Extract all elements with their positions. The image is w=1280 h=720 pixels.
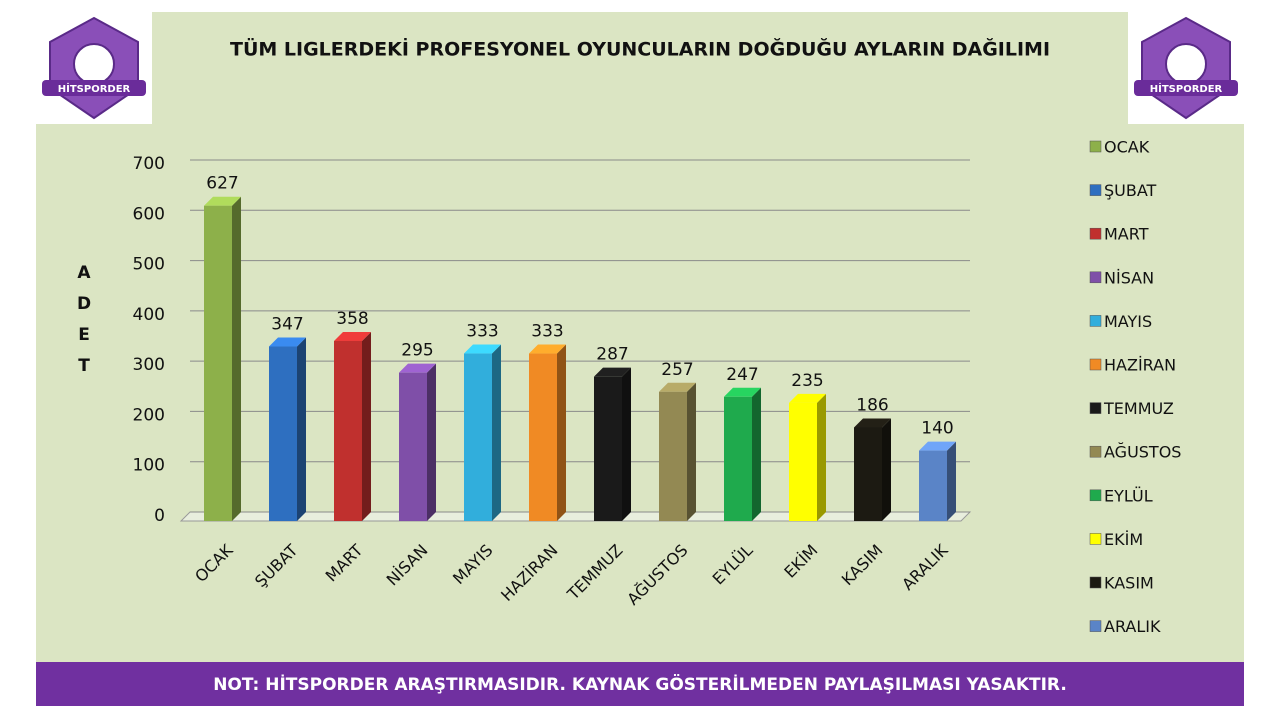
bar-side (882, 418, 891, 521)
y-tick-label: 300 (133, 355, 165, 375)
legend-label: EYLÜL (1104, 486, 1153, 505)
bar (334, 340, 362, 521)
legend-swatch (1089, 620, 1102, 632)
y-tick-label: 200 (133, 405, 165, 425)
data-label: 287 (596, 345, 628, 365)
y-tick-label: 100 (133, 456, 165, 476)
bar-side (427, 363, 436, 521)
legend-swatch (1089, 271, 1102, 284)
data-label: 257 (661, 360, 693, 380)
legend-swatch (1089, 184, 1102, 196)
y-tick-label: 400 (133, 305, 165, 325)
data-label: 333 (531, 322, 563, 342)
data-label: 186 (856, 395, 888, 415)
data-label: 295 (401, 341, 433, 361)
bar-top (789, 393, 826, 403)
bar-top (594, 367, 631, 377)
y-tick-label: 500 (133, 255, 165, 275)
bar-side (622, 367, 631, 521)
y-tick-label: 600 (133, 204, 165, 224)
bar (594, 376, 622, 521)
bar (464, 353, 492, 521)
legend-label: MAYIS (1104, 312, 1152, 331)
legend-swatch (1089, 445, 1102, 458)
bar-side (557, 344, 566, 521)
data-label: 627 (206, 174, 238, 194)
bar-top (269, 337, 306, 347)
bar-top (659, 382, 696, 392)
bar-top (854, 418, 891, 428)
bar-top (919, 441, 956, 451)
data-label: 358 (336, 309, 368, 329)
legend-label: OCAK (1104, 138, 1150, 157)
bar-side (297, 337, 306, 521)
bar-top (724, 387, 761, 397)
legend-swatch (1089, 576, 1102, 589)
bar-side (492, 344, 501, 521)
legend-swatch (1089, 227, 1102, 240)
legend-label: EKİM (1104, 530, 1143, 549)
bar-top (204, 196, 241, 206)
bar-side (362, 331, 371, 521)
logo-text: HİTSPORDER (58, 81, 131, 95)
y-axis-label: ADET (77, 263, 92, 376)
footer-note: NOT: HİTSPORDER ARAŞTIRMASIDIR. KAYNAK G… (213, 673, 1067, 695)
legend-swatch (1089, 489, 1102, 502)
legend-label: KASIM (1104, 574, 1154, 593)
bar-top (399, 363, 436, 373)
legend-label: ARALIK (1104, 617, 1161, 636)
bar-top (529, 344, 566, 354)
data-label: 347 (271, 315, 303, 335)
bar (399, 372, 427, 521)
logo-text: HİTSPORDER (1150, 81, 1223, 95)
legend-label: MART (1104, 225, 1149, 244)
legend-label: HAZİRAN (1104, 356, 1176, 375)
bar (204, 205, 232, 522)
bar (529, 353, 557, 521)
bar-top (464, 344, 501, 354)
bar-side (687, 382, 696, 521)
legend-swatch (1089, 402, 1102, 414)
bar (724, 396, 752, 521)
logo: HİTSPORDER (42, 16, 146, 120)
legend-label: NİSAN (1104, 268, 1154, 287)
bar (269, 346, 297, 521)
legend-swatch (1089, 533, 1102, 545)
data-label: 333 (466, 322, 498, 342)
legend-label: AĞUSTOS (1104, 443, 1181, 462)
y-tick-label: 0 (154, 506, 165, 526)
legend-swatch (1089, 315, 1102, 327)
bar (854, 427, 882, 521)
y-tick-label: 700 (133, 154, 165, 174)
data-label: 235 (791, 371, 823, 391)
bar (659, 391, 687, 521)
bar-side (232, 196, 241, 522)
legend-label: ŞUBAT (1104, 181, 1157, 200)
legend-swatch (1089, 140, 1102, 153)
bar (789, 402, 817, 521)
bar-top (334, 331, 371, 341)
bar-side (817, 393, 826, 521)
chart-title: TÜM LIGLERDEKİ PROFESYONEL OYUNCULARIN D… (230, 37, 1050, 61)
logo: HİTSPORDER (1134, 16, 1238, 120)
data-label: 140 (921, 419, 953, 439)
legend-label: TEMMUZ (1103, 399, 1174, 418)
bar-side (947, 441, 956, 521)
bar-side (752, 387, 761, 521)
data-label: 247 (726, 365, 758, 385)
legend-swatch (1089, 358, 1102, 371)
bar (919, 450, 947, 521)
footer (36, 662, 1244, 706)
